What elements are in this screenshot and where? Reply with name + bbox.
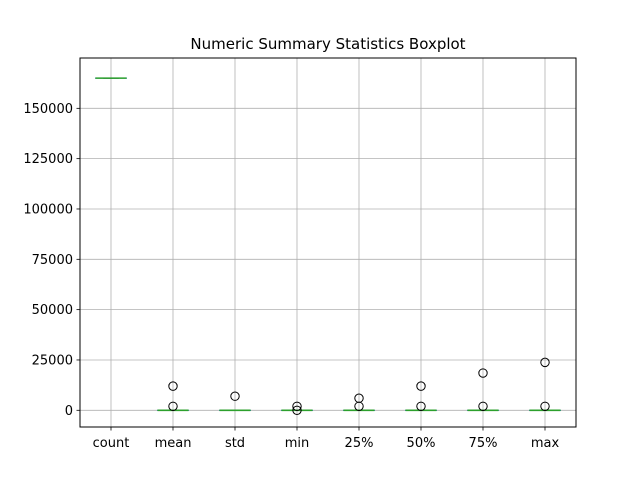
- x-tick-label: std: [225, 436, 245, 451]
- outlier-point: [478, 401, 488, 411]
- outlier-point: [416, 381, 426, 391]
- outlier-point: [478, 368, 488, 378]
- y-axis: 0 25000 50000 75000 100000 125000 150000: [23, 102, 80, 419]
- x-tick-label: max: [531, 436, 560, 451]
- x-tick-label: mean: [155, 436, 192, 451]
- x-tick-label: 25%: [345, 436, 374, 451]
- x-tick-label: min: [285, 436, 310, 451]
- box-4: [281, 401, 313, 415]
- box-layer: [95, 77, 561, 415]
- grid-layer: [80, 58, 576, 427]
- y-tick-label: 150000: [23, 102, 73, 117]
- y-tick-label: 0: [65, 404, 73, 419]
- box-6: [405, 381, 437, 412]
- y-tick-label: 25000: [32, 353, 73, 368]
- box-2: [157, 381, 189, 412]
- y-tick-label: 75000: [32, 253, 73, 268]
- box-7: [467, 368, 499, 412]
- chart-title: Numeric Summary Statistics Boxplot: [190, 35, 465, 53]
- outlier-point: [230, 391, 240, 401]
- outlier-point: [168, 401, 178, 411]
- outlier-point: [292, 405, 302, 415]
- y-tick-label: 125000: [23, 152, 73, 167]
- outlier-point: [540, 401, 550, 411]
- outlier-point: [540, 357, 550, 368]
- x-tick-label: count: [93, 436, 130, 451]
- box-5: [343, 393, 375, 412]
- x-tick-label: 75%: [469, 436, 498, 451]
- outlier-point: [168, 381, 178, 391]
- y-tick-label: 50000: [32, 303, 73, 318]
- box-3: [219, 391, 251, 412]
- outlier-point: [354, 393, 364, 403]
- box-8: [529, 357, 561, 412]
- outlier-point: [292, 401, 302, 411]
- x-axis: count mean std min 25% 50% 75% max: [93, 427, 560, 451]
- x-tick-label: 50%: [407, 436, 436, 451]
- plot-area-frame: [79, 57, 577, 428]
- outlier-point: [416, 401, 426, 411]
- y-tick-label: 100000: [23, 202, 73, 217]
